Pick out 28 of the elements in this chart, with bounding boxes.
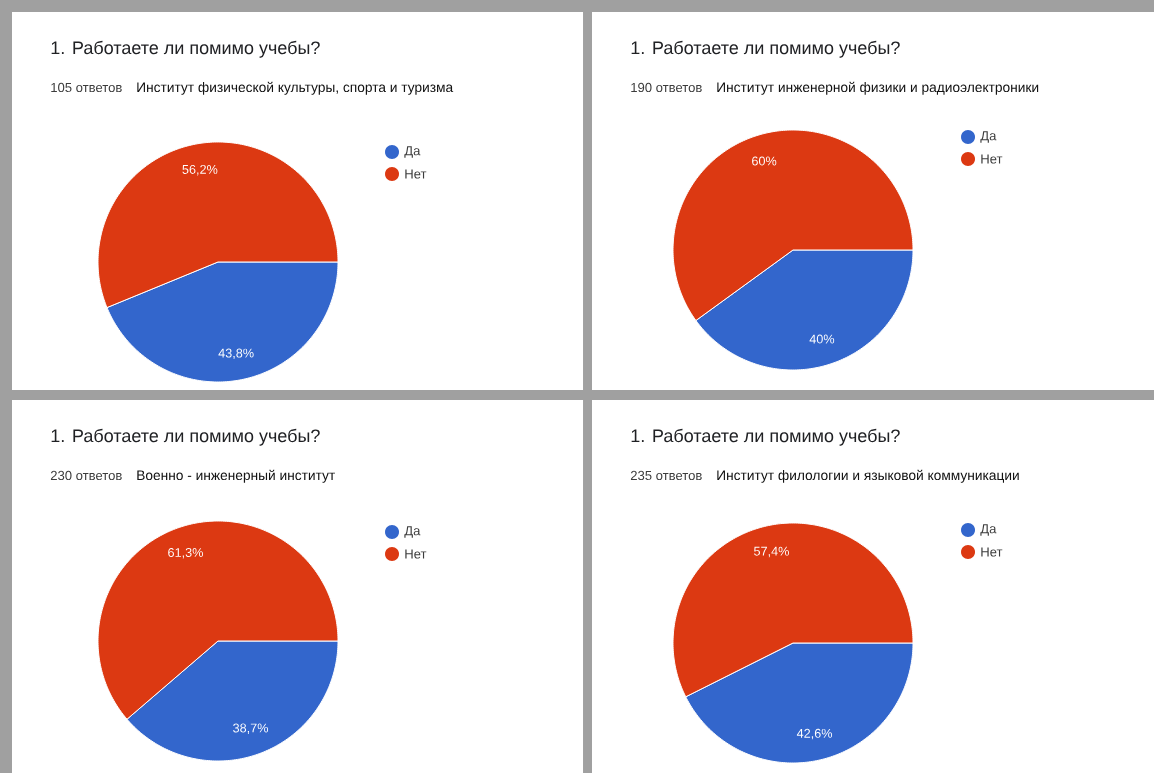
chart-subtitle: 230 ответов — [50, 470, 122, 481]
chart-subtitle: 190 ответов — [631, 82, 702, 93]
data-label: 38,7% — [233, 723, 269, 734]
chart-subtitle: 105 ответов — [51, 82, 122, 93]
legend-label: Да — [404, 146, 421, 158]
legend-label: Да — [980, 131, 997, 143]
text: Институт филологии и языковой коммуникации — [717, 469, 1019, 483]
data-label: 43,8% — [218, 348, 254, 360]
chart-title: 1. Работаете ли помимо учебы? — [51, 40, 320, 58]
data-label: 60% — [752, 156, 777, 166]
legend-label: Нет — [405, 169, 427, 179]
data-label: 61,3% — [168, 548, 203, 559]
legend-label: Нет — [981, 547, 1003, 557]
data-label: 57,4% — [753, 546, 789, 558]
chart-title: 1. Работаете ли помимо учебы? — [631, 428, 900, 446]
chart-title: 1. Работаете ли помимо учебы? — [631, 40, 900, 58]
text: Институт физической культуры, спорта и туризма — [137, 81, 454, 95]
legend-label: Нет — [405, 549, 427, 559]
chart-subtitle: 235 ответов — [630, 470, 702, 481]
data-label: 40% — [809, 334, 835, 344]
chart-title: 1. Работаете ли помимо учебы? — [51, 428, 320, 446]
data-label: 56,2% — [182, 164, 218, 176]
text: Институт инженерной физики и радиоэлектроники — [717, 81, 1039, 95]
data-label: 42,6% — [796, 728, 833, 740]
legend-label: Да — [980, 524, 997, 536]
legend-label: Нет — [981, 154, 1003, 164]
legend-label: Да — [404, 526, 421, 538]
text: Военно - инженерный институт — [137, 469, 335, 483]
